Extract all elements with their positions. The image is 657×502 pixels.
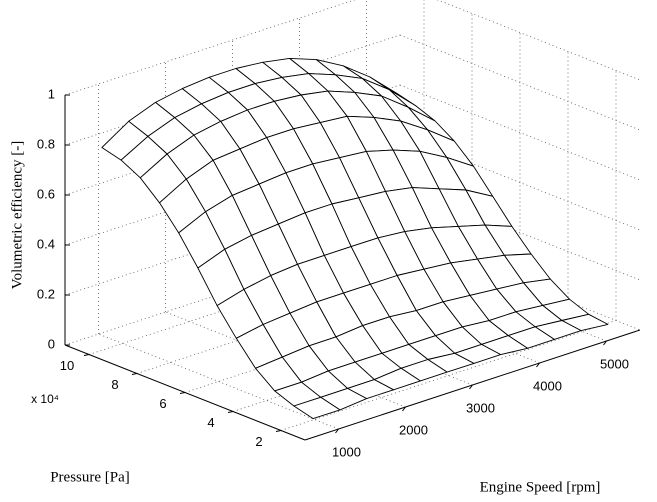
z-tick-label: 0.2 xyxy=(37,286,55,301)
surface-face xyxy=(293,396,341,420)
y-tick-label: 6 xyxy=(159,396,166,411)
tick-mark xyxy=(179,392,186,394)
z-tick-label: 1 xyxy=(48,86,55,101)
z-axis-label: Volumetric efficiency [-] xyxy=(9,141,25,290)
tick-mark xyxy=(402,406,406,412)
grid-line xyxy=(280,320,617,431)
y-exponent: x 10⁴ xyxy=(31,392,59,406)
grid-line xyxy=(436,0,641,81)
x-axis-label: Engine Speed [rpm] xyxy=(480,479,601,495)
tick-mark xyxy=(227,411,234,413)
x-tick-label: 5000 xyxy=(600,356,629,371)
grid-line xyxy=(64,0,356,96)
x-tick-label: 2000 xyxy=(399,422,428,437)
tick-mark xyxy=(275,430,282,432)
z-tick-label: 0.4 xyxy=(37,236,55,251)
tick-mark xyxy=(603,340,607,346)
tick-mark xyxy=(536,362,540,368)
y-tick-label: 4 xyxy=(207,415,214,430)
z-tick-label: 0.6 xyxy=(37,186,55,201)
z-tick-label: 0 xyxy=(48,336,55,351)
y-tick-label: 8 xyxy=(111,377,118,392)
tick-mark xyxy=(335,428,339,434)
tick-mark xyxy=(469,384,473,390)
tick-mark xyxy=(131,373,138,375)
y-tick-label: 2 xyxy=(255,434,262,449)
x-tick-label: 4000 xyxy=(533,378,562,393)
tick-mark xyxy=(83,354,90,356)
x-tick-label: 1000 xyxy=(332,444,361,459)
x-tick-label: 3000 xyxy=(466,400,495,415)
y-tick-label: 10 xyxy=(60,358,74,373)
z-tick-label: 0.8 xyxy=(37,136,55,151)
y-axis-label: Pressure [Pa] xyxy=(50,469,130,485)
